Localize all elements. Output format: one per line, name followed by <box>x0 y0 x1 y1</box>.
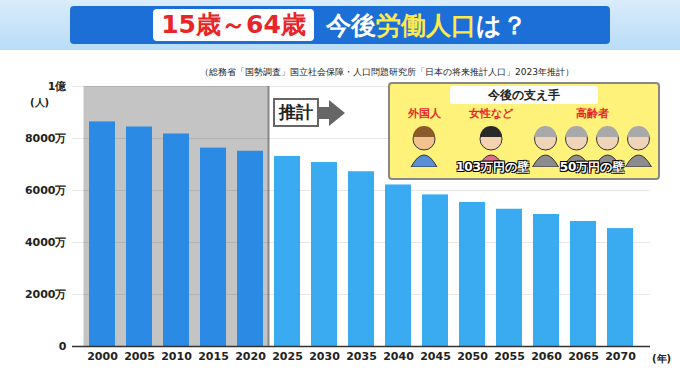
svg-text:2005: 2005 <box>124 350 155 363</box>
svg-text:2040: 2040 <box>383 350 414 363</box>
html-text:今後労働人口は？: 今後労働人口は？ <box>325 10 527 40</box>
html-text:（総務省「国勢調査」国立社会保障・人口問題研究所「日本の将来: （総務省「国勢調査」国立社会保障・人口問題研究所「日本の将来推計人口」2023年… <box>200 67 574 77</box>
html-text:(人): (人) <box>30 97 50 108</box>
svg-text:2015: 2015 <box>198 350 229 363</box>
svg-text:0: 0 <box>59 340 67 353</box>
svg-text:2060: 2060 <box>531 350 562 363</box>
svg-text:2035: 2035 <box>346 350 377 363</box>
svg-text:2000万: 2000万 <box>25 288 67 301</box>
svg-text:2000: 2000 <box>87 350 118 363</box>
svg-text:1億: 1億 <box>48 80 68 93</box>
svg-text:8000万: 8000万 <box>25 132 67 145</box>
svg-text:2070: 2070 <box>605 350 636 363</box>
svg-text:2010: 2010 <box>161 350 192 363</box>
html-text:(年): (年) <box>652 353 672 364</box>
html-text:15歳～64歳: 15歳～64歳 <box>161 10 306 39</box>
html-text:50万円の壁: 50万円の壁 <box>559 160 625 174</box>
svg-text:2025: 2025 <box>272 350 303 363</box>
svg-text:2045: 2045 <box>420 350 451 363</box>
svg-text:2020: 2020 <box>235 350 266 363</box>
html-text:外国人: 外国人 <box>407 107 441 120</box>
svg-text:6000万: 6000万 <box>25 184 67 197</box>
html-text:103万円の壁: 103万円の壁 <box>456 160 530 174</box>
html-text:推計: 推計 <box>278 102 313 122</box>
svg-text:2050: 2050 <box>457 350 488 363</box>
svg-text:2065: 2065 <box>568 350 599 363</box>
svg-text:2055: 2055 <box>494 350 525 363</box>
html-text:女性など: 女性など <box>469 107 513 120</box>
svg-text:4000万: 4000万 <box>25 236 67 249</box>
html-text:高齢者: 高齢者 <box>575 107 609 120</box>
html-text:今後の支え手: 今後の支え手 <box>488 88 560 102</box>
svg-text:2030: 2030 <box>309 350 340 363</box>
